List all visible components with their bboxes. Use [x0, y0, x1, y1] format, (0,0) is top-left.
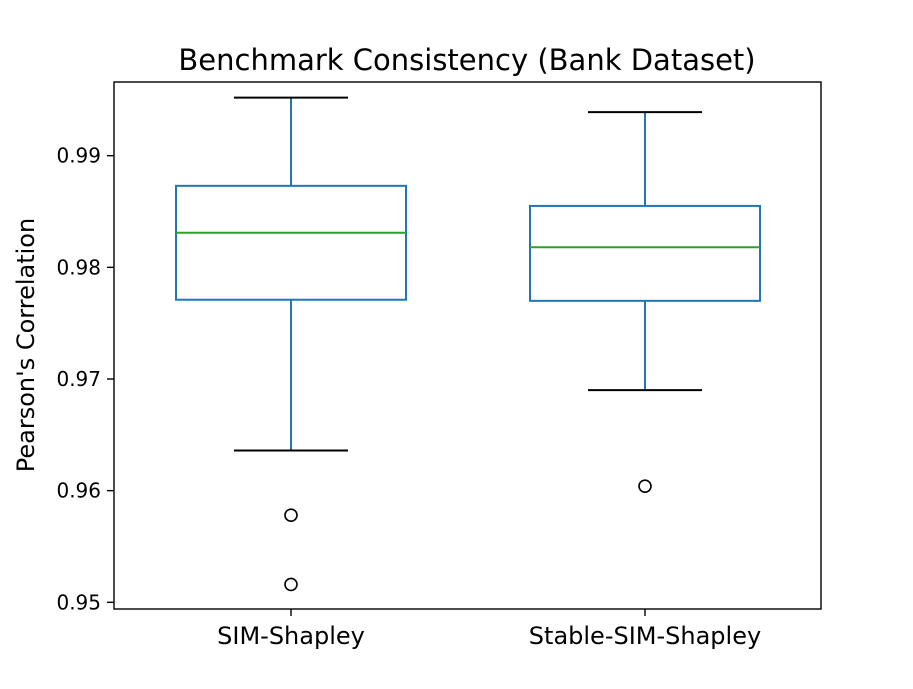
x-tick-label: SIM-Shapley: [217, 622, 365, 650]
y-tick-label: 0.98: [56, 255, 101, 279]
chart-title: Benchmark Consistency (Bank Dataset): [178, 43, 755, 77]
outlier-point: [638, 479, 652, 493]
x-tick-label: Stable-SIM-Shapley: [529, 622, 761, 650]
outlier-point: [284, 508, 298, 523]
y-tick-label: 0.96: [56, 479, 101, 503]
plot-area: 0.95 0.96 0.97 0.98 0.99 SIM-Shapley Stable-SI…: [56, 96, 761, 650]
y-tick-label: 0.97: [56, 367, 101, 391]
iqr-box: [175, 184, 407, 301]
y-axis-label: Pearson's Correlation: [12, 218, 40, 472]
y-tick-label: 0.99: [56, 144, 101, 168]
axes-frame: [113, 81, 822, 610]
iqr-box: [529, 204, 761, 302]
y-tick-label: 0.95: [56, 590, 101, 614]
outlier-point: [284, 577, 298, 592]
